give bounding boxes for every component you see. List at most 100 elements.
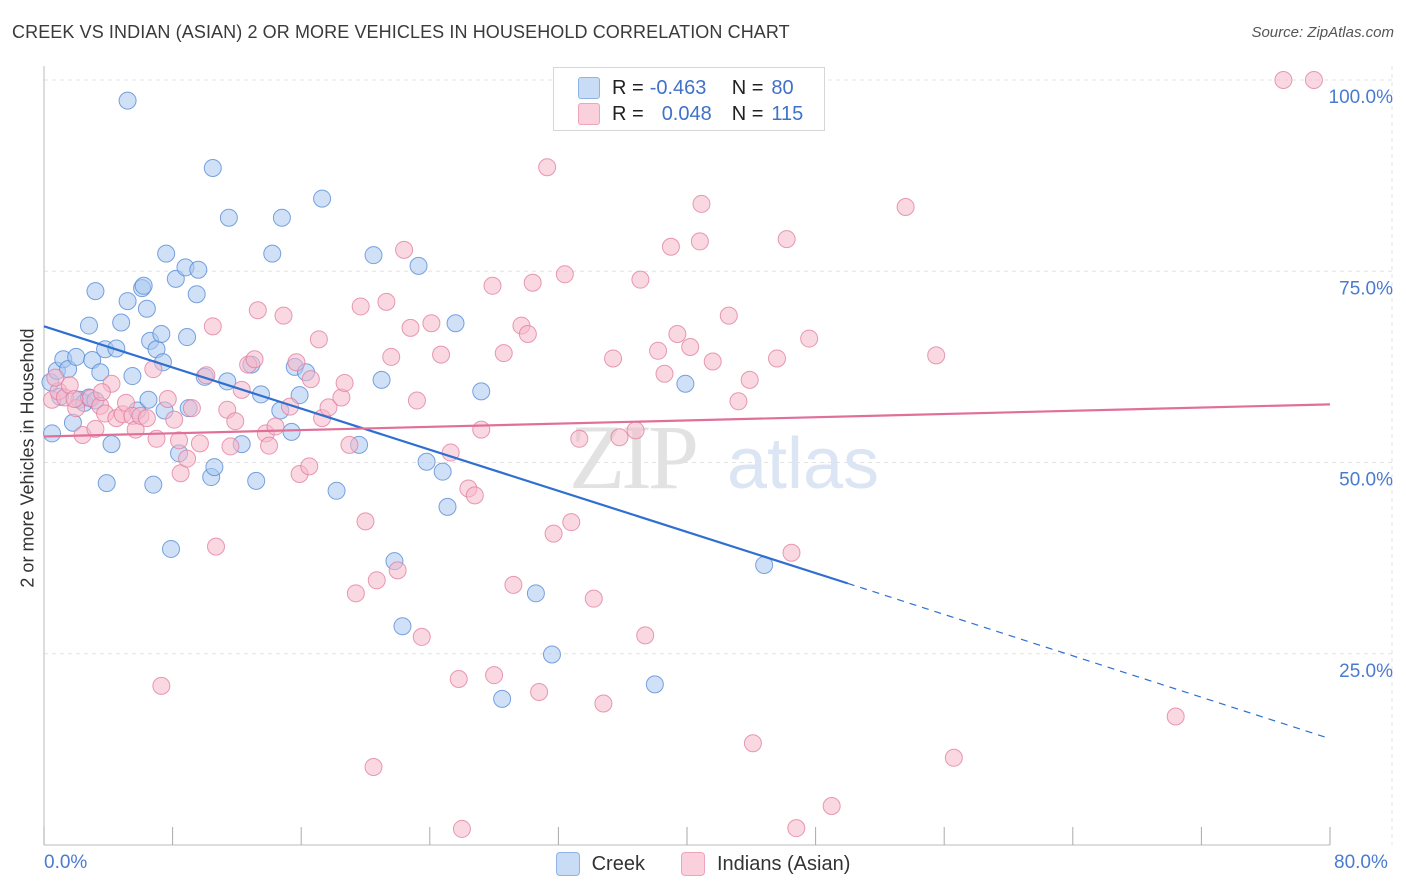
y-axis-label: 2 or more Vehicles in Household xyxy=(17,328,38,588)
indian-asian-point xyxy=(729,392,748,411)
legend-item-creek: Creek xyxy=(555,852,645,876)
indian-asian-point xyxy=(768,349,787,368)
indian-asian-point xyxy=(1274,71,1293,89)
indian-asian-point xyxy=(690,232,709,251)
chart-title: CREEK VS INDIAN (ASIAN) 2 OR MORE VEHICL… xyxy=(12,22,790,42)
creek-point xyxy=(417,452,436,471)
creek-point xyxy=(493,689,512,708)
creek-point xyxy=(86,282,105,301)
indian-asian-point xyxy=(377,292,396,311)
indian-asian-point xyxy=(178,449,197,468)
creek-point xyxy=(157,244,176,263)
creek-point xyxy=(118,91,137,110)
indian-asian-point xyxy=(92,383,111,402)
indian-asian-point xyxy=(1304,71,1323,89)
creek-point xyxy=(676,374,695,393)
legend-swatch-creek xyxy=(555,852,580,876)
creek-point xyxy=(187,285,206,304)
indian-asian-point xyxy=(822,796,841,815)
x-tick-max: 80.0% xyxy=(1334,852,1388,873)
legend-swatch-indians xyxy=(680,852,705,876)
indian-asian-point xyxy=(570,429,589,448)
indian-asian-point xyxy=(465,486,484,505)
indian-asian-point xyxy=(703,352,722,371)
indian-asian-point xyxy=(692,194,711,213)
indian-asian-point xyxy=(555,265,574,284)
legend-label-creek: Creek xyxy=(591,852,645,875)
creek-point xyxy=(139,390,158,409)
indian-asian-point xyxy=(649,341,668,360)
creek-point xyxy=(161,539,180,558)
indian-asian-point xyxy=(504,575,523,594)
indian-asian-point xyxy=(46,368,65,387)
indian-asian-point xyxy=(170,431,189,450)
indian-asian-point xyxy=(631,270,650,289)
indian-asian-point xyxy=(274,306,293,325)
indian-asian-point xyxy=(661,237,680,256)
indian-asian-point xyxy=(494,344,513,363)
creek-point xyxy=(67,347,86,366)
indian-asian-point xyxy=(266,417,285,436)
indian-asian-point xyxy=(655,364,674,383)
creek-point xyxy=(393,617,412,636)
indian-asian-point xyxy=(226,412,245,431)
creek-point xyxy=(97,474,116,493)
creek-point xyxy=(645,675,664,694)
indian-asian-point xyxy=(432,345,451,364)
creek-point xyxy=(247,471,266,490)
indian-asian-point xyxy=(896,197,915,216)
indian-asian-point xyxy=(740,370,759,389)
indian-asian-point xyxy=(626,421,645,440)
indian-asian-trend-line xyxy=(43,403,1331,438)
creek-point xyxy=(472,382,491,401)
creek-point xyxy=(364,246,383,265)
indian-asian-point xyxy=(152,676,171,695)
legend-n-label: N = xyxy=(731,76,764,99)
indian-asian-point xyxy=(346,584,365,603)
legend-r-value: -0.463 xyxy=(649,76,707,99)
creek-point xyxy=(43,424,62,443)
legend-n-value: 115 xyxy=(771,102,804,125)
indian-asian-point xyxy=(800,329,819,348)
series-legend: Creek Indians (Asian) xyxy=(0,852,1406,876)
creek-point xyxy=(542,645,561,664)
creek-point xyxy=(178,328,197,347)
legend-label-indians: Indians (Asian) xyxy=(716,852,851,875)
indian-asian-point xyxy=(927,346,946,365)
legend-r-value: 0.048 xyxy=(661,102,712,125)
indian-asian-point xyxy=(287,353,306,372)
legend-r-label: R = xyxy=(612,102,644,125)
indian-asian-point xyxy=(245,350,264,369)
indian-asian-point xyxy=(449,669,468,688)
creek-point xyxy=(203,158,222,177)
y-tick-label: 100.0% xyxy=(1329,87,1394,108)
indian-asian-point xyxy=(367,571,386,590)
indian-asian-point xyxy=(610,428,629,447)
creek-point xyxy=(219,208,238,227)
creek-point xyxy=(252,385,271,404)
data-points xyxy=(41,71,1323,838)
x-tick-min: 0.0% xyxy=(44,852,88,873)
y-tick-labels: 100.0% 75.0% 50.0% 25.0% xyxy=(1329,87,1394,682)
indian-asian-point xyxy=(562,513,581,532)
legend-swatch-creek xyxy=(578,77,600,99)
indian-asian-point xyxy=(190,434,209,453)
indian-asian-point xyxy=(182,399,201,418)
creek-point xyxy=(112,313,131,332)
indian-asian-point xyxy=(452,819,471,838)
creek-trend-line xyxy=(43,325,849,585)
creek-point xyxy=(372,370,391,389)
legend-row-indians: R = 0.048 N = 115 xyxy=(578,102,803,126)
indian-asian-point xyxy=(412,627,431,646)
indian-asian-point xyxy=(340,435,359,454)
indian-asian-point xyxy=(944,748,963,767)
indian-asian-point xyxy=(300,457,319,476)
creek-point xyxy=(526,584,545,603)
legend-row-creek: R = -0.463 N = 80 xyxy=(578,76,794,100)
indian-asian-point xyxy=(777,230,796,249)
indian-asian-point xyxy=(207,537,226,556)
indian-asian-point xyxy=(137,409,156,428)
creek-point xyxy=(137,299,156,318)
indian-asian-point xyxy=(1166,707,1185,726)
